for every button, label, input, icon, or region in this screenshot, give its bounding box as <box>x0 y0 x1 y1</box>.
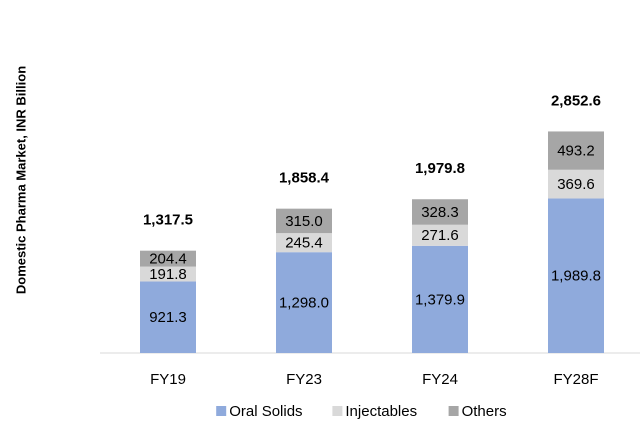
bar-segment <box>548 131 604 170</box>
value-label: 1,379.9 <box>415 291 465 308</box>
total-label: 1,317.5 <box>143 212 193 229</box>
value-label: 245.4 <box>285 235 323 252</box>
y-axis-label: Domestic Pharma Market, INR Billion <box>13 66 28 294</box>
value-label: 1,989.8 <box>551 268 601 285</box>
legend-label: Injectables <box>345 403 417 420</box>
bar-segment <box>412 199 468 225</box>
value-label: 921.3 <box>149 309 187 326</box>
value-label: 315.0 <box>285 213 323 230</box>
total-label: 1,979.8 <box>415 160 465 177</box>
value-label: 369.6 <box>557 176 595 193</box>
bar-segment <box>276 208 332 234</box>
x-tick-label: FY24 <box>422 371 458 388</box>
value-label: 271.6 <box>421 227 459 244</box>
bar-segment <box>276 252 332 353</box>
total-label: 2,852.6 <box>551 92 601 109</box>
bar-segment <box>140 250 196 267</box>
bar-segment <box>276 233 332 253</box>
bar-segment <box>412 224 468 246</box>
bar-segment <box>140 281 196 353</box>
bar-segment <box>140 266 196 282</box>
x-tick-label: FY23 <box>286 371 322 388</box>
legend-swatch <box>216 406 227 416</box>
bar-segment <box>548 198 604 353</box>
x-tick-label: FY19 <box>150 371 186 388</box>
legend-label: Others <box>462 403 507 420</box>
value-label: 191.8 <box>149 266 187 283</box>
x-tick-label: FY28F <box>553 371 598 388</box>
legend-swatch <box>448 406 459 416</box>
bar-segment <box>412 245 468 353</box>
value-label: 204.4 <box>149 251 187 268</box>
value-label: 493.2 <box>557 143 595 160</box>
legend-swatch <box>332 406 343 416</box>
bar-segment <box>548 169 604 199</box>
value-label: 1,298.0 <box>279 295 329 312</box>
value-label: 328.3 <box>421 204 459 221</box>
total-label: 1,858.4 <box>279 170 330 187</box>
legend-label: Oral Solids <box>229 403 302 420</box>
